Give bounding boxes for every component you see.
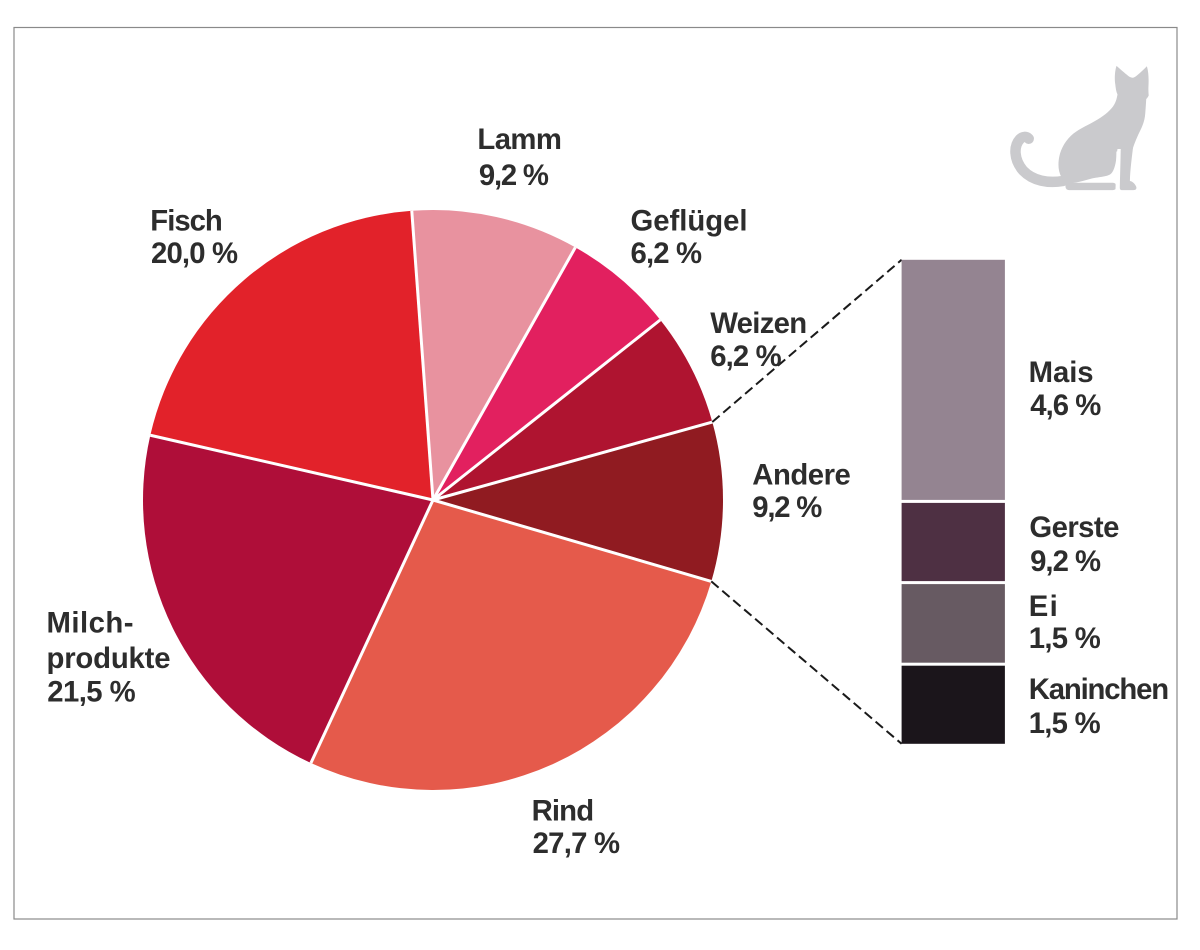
svg-text:9,2 %: 9,2 % <box>1030 545 1101 578</box>
svg-text:9,2 %: 9,2 % <box>752 491 822 524</box>
svg-text:Andere: Andere <box>752 458 851 491</box>
svg-text:produkte: produkte <box>47 642 171 675</box>
svg-text:Milch-: Milch- <box>47 607 134 640</box>
svg-text:Kaninchen: Kaninchen <box>1029 673 1170 706</box>
svg-text:20,0 %: 20,0 % <box>151 237 238 270</box>
svg-text:1,5 %: 1,5 % <box>1029 707 1101 740</box>
svg-text:Geflügel: Geflügel <box>631 204 748 237</box>
svg-text:Lamm: Lamm <box>477 123 562 156</box>
svg-text:6,2 %: 6,2 % <box>710 340 782 373</box>
svg-text:Weizen: Weizen <box>710 307 807 340</box>
svg-text:27,7 %: 27,7 % <box>533 827 621 860</box>
svg-text:Gerste: Gerste <box>1029 511 1119 544</box>
svg-text:1,5 %: 1,5 % <box>1029 622 1101 655</box>
svg-text:Rind: Rind <box>532 794 595 827</box>
svg-text:Fisch: Fisch <box>150 204 223 237</box>
svg-text:4,6 %: 4,6 % <box>1030 389 1101 422</box>
svg-text:Ei: Ei <box>1029 590 1058 623</box>
svg-text:9,2 %: 9,2 % <box>479 159 549 192</box>
svg-text:6,2 %: 6,2 % <box>631 237 703 270</box>
svg-text:Mais: Mais <box>1029 356 1094 389</box>
svg-text:21,5 %: 21,5 % <box>47 676 136 709</box>
